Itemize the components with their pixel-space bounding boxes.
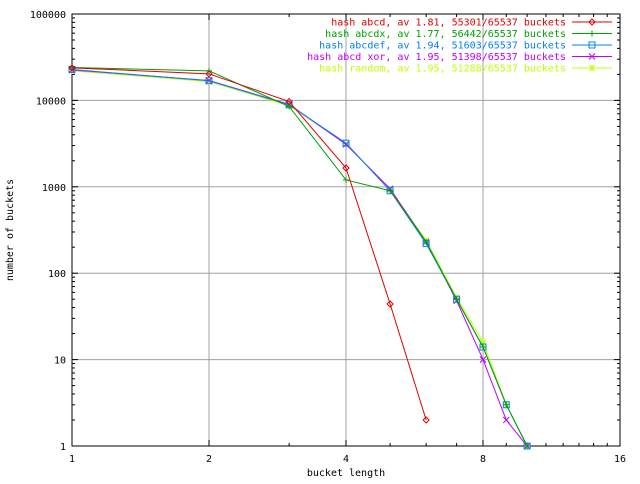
data-point-series-1 <box>205 70 213 78</box>
x-tick-label: 4 <box>343 454 349 465</box>
data-point-series-2 <box>453 296 460 303</box>
series-line-3 <box>71 68 528 447</box>
data-point-series-2 <box>524 443 531 449</box>
y-tick-label: 1 <box>60 442 66 453</box>
data-point-series-4 <box>502 416 510 424</box>
y-tick-label: 100 <box>48 269 66 280</box>
series-line-4 <box>71 69 528 447</box>
data-point-series-3 <box>205 77 213 85</box>
data-point-series-1 <box>386 300 394 308</box>
data-point-series-2 <box>503 401 510 408</box>
data-point-series-4 <box>479 356 487 363</box>
x-axis-label: bucket length <box>307 468 385 479</box>
legend-label-5: hash random, av 1.95, 51288/65537 bucket… <box>319 64 566 75</box>
data-point-series-2 <box>423 238 430 245</box>
legend-label-2: hash abcdx, av 1.77, 56442/65537 buckets <box>325 29 566 40</box>
data-point-series-1 <box>68 64 76 72</box>
y-tick-label: 100000 <box>30 10 66 21</box>
legend-label-4: hash abcd xor, av 1.95, 51398/65537 buck… <box>307 52 566 63</box>
y-tick-label: 1000 <box>42 183 66 194</box>
x-tick-label: 2 <box>206 454 212 465</box>
legend-marker-4 <box>588 53 596 60</box>
data-point-series-2 <box>343 176 349 183</box>
data-point-series-2 <box>480 343 486 350</box>
data-point-series-1 <box>422 416 430 424</box>
data-point-series-1 <box>342 164 350 172</box>
y-tick-label: 10000 <box>36 96 66 107</box>
y-axis-label: number of buckets <box>5 179 16 281</box>
data-point-series-1 <box>285 97 293 106</box>
series-line-1 <box>71 67 427 421</box>
series-line-2 <box>71 67 528 447</box>
data-point-series-5 <box>479 338 487 346</box>
legend-marker-5 <box>588 64 596 72</box>
x-tick-label: 1 <box>69 454 75 465</box>
x-tick-label: 16 <box>614 454 626 465</box>
data-point-series-2 <box>387 187 394 194</box>
x-tick-label: 8 <box>480 454 486 465</box>
data-point-series-5 <box>205 78 213 85</box>
legend-marker-2 <box>589 30 595 37</box>
legend-label-3: hash abcdef, av 1.94, 51603/65537 bucket… <box>319 41 566 52</box>
series-line-5 <box>71 70 528 447</box>
legend-marker-3 <box>588 41 596 49</box>
legend-label-1: hash abcd, av 1.81, 55301/65537 buckets <box>331 18 566 29</box>
data-point-series-3 <box>342 139 350 147</box>
y-tick-label: 10 <box>54 356 66 367</box>
legend-marker-1 <box>588 18 596 26</box>
